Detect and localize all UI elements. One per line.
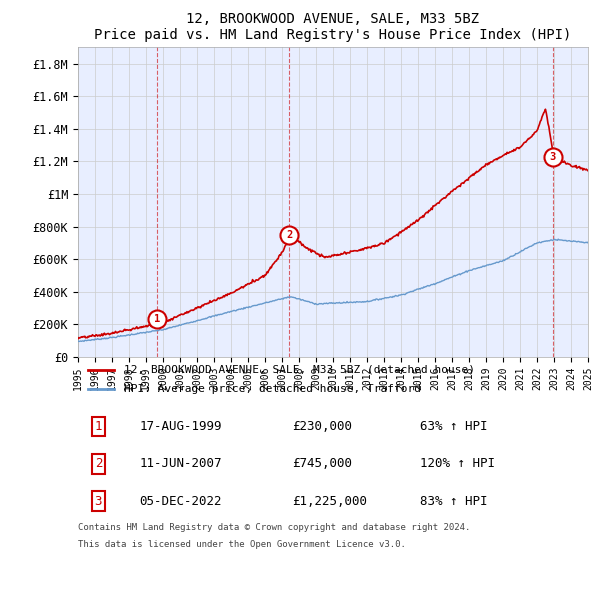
Text: 2: 2 [286,231,293,241]
Text: £230,000: £230,000 [292,420,352,433]
Text: 3: 3 [95,494,102,507]
Text: £1,225,000: £1,225,000 [292,494,367,507]
Text: £745,000: £745,000 [292,457,352,470]
Text: 120% ↑ HPI: 120% ↑ HPI [420,457,495,470]
Text: 17-AUG-1999: 17-AUG-1999 [139,420,222,433]
Text: 12, BROOKWOOD AVENUE, SALE, M33 5BZ (detached house): 12, BROOKWOOD AVENUE, SALE, M33 5BZ (det… [124,365,475,375]
Text: 2: 2 [95,457,102,470]
Text: 11-JUN-2007: 11-JUN-2007 [139,457,222,470]
Text: 05-DEC-2022: 05-DEC-2022 [139,494,222,507]
Text: Contains HM Land Registry data © Crown copyright and database right 2024.: Contains HM Land Registry data © Crown c… [78,523,470,532]
Text: HPI: Average price, detached house, Trafford: HPI: Average price, detached house, Traf… [124,385,421,394]
Text: 1: 1 [154,314,160,325]
Text: 63% ↑ HPI: 63% ↑ HPI [420,420,487,433]
Text: 83% ↑ HPI: 83% ↑ HPI [420,494,487,507]
Text: 1: 1 [95,420,102,433]
Text: This data is licensed under the Open Government Licence v3.0.: This data is licensed under the Open Gov… [78,540,406,549]
Title: 12, BROOKWOOD AVENUE, SALE, M33 5BZ
Price paid vs. HM Land Registry's House Pric: 12, BROOKWOOD AVENUE, SALE, M33 5BZ Pric… [94,12,572,42]
Text: 3: 3 [550,152,556,162]
